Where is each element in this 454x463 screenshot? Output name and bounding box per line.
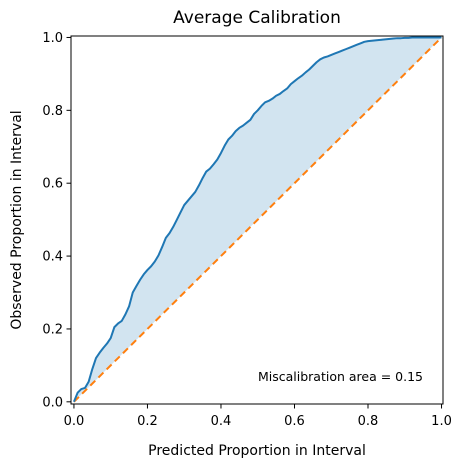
y-tick-label: 0.0	[42, 395, 63, 410]
y-tick-label: 0.4	[42, 250, 63, 265]
x-tick-label: 0.6	[284, 414, 305, 429]
plot-frame	[70, 35, 444, 405]
x-axis-label: Predicted Proportion in Interval	[148, 443, 366, 459]
x-tick-label: 0.8	[358, 414, 379, 429]
observed-calibration-line	[73, 36, 442, 403]
ideal-calibration-line	[73, 36, 443, 403]
y-axis-ticks: 0.0 0.2 0.4 0.6 0.8 1.0	[42, 31, 71, 410]
y-tick-label: 0.8	[42, 104, 63, 119]
observed-line-layer	[73, 36, 442, 403]
ideal-line-layer	[73, 36, 443, 403]
y-axis-label: Observed Proportion in Interval	[9, 110, 25, 329]
y-tick-label: 1.0	[42, 31, 63, 46]
x-tick-label: 0.2	[137, 414, 158, 429]
x-tick-label: 0.0	[64, 414, 85, 429]
y-tick-label: 0.2	[42, 322, 63, 337]
x-tick-label: 0.4	[211, 414, 232, 429]
chart-title: Average Calibration	[173, 8, 341, 28]
y-tick-label: 0.6	[42, 177, 63, 192]
x-tick-label: 1.0	[431, 414, 452, 429]
x-axis-ticks: 0.0 0.2 0.4 0.6 0.8 1.0	[64, 404, 452, 429]
miscalibration-annotation: Miscalibration area = 0.15	[258, 369, 423, 384]
